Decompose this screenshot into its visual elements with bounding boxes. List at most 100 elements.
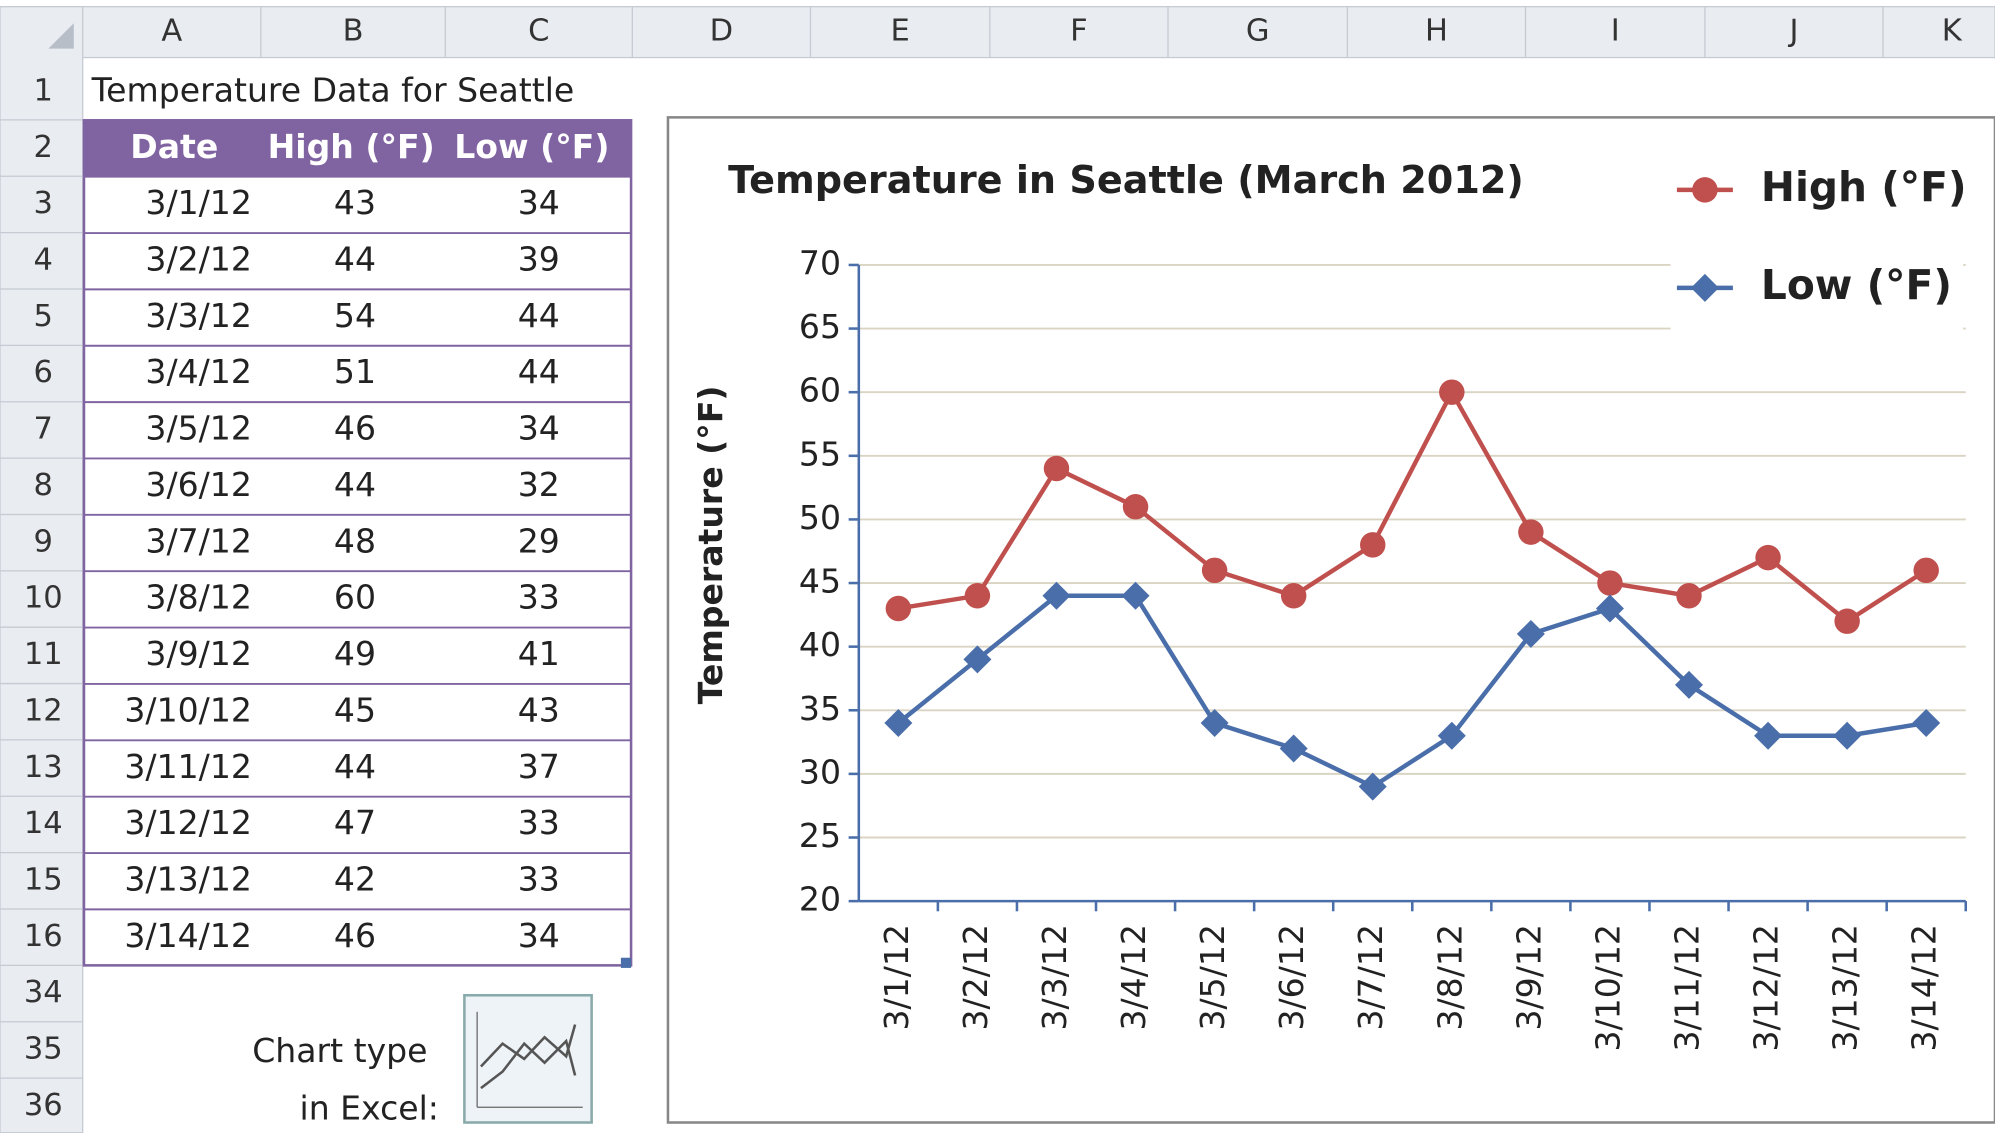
table-header: High (°F) — [268, 127, 435, 166]
y-tick-label: 65 — [799, 307, 841, 346]
chart-type-icon[interactable] — [463, 994, 593, 1124]
row-header: 3 — [34, 186, 53, 221]
value-cell: 47 — [334, 803, 376, 842]
data-point — [884, 709, 913, 737]
column-header: G — [1246, 14, 1270, 49]
value-cell: 43 — [334, 183, 376, 222]
icon-frame[interactable] — [463, 994, 593, 1124]
value-cell: 44 — [518, 296, 560, 335]
value-cell: 33 — [518, 578, 560, 617]
data-point — [1595, 594, 1624, 623]
row-header: 16 — [24, 919, 63, 954]
date-cell: 3/10/12 — [124, 690, 252, 729]
value-cell: 60 — [334, 578, 376, 617]
y-tick-label: 25 — [799, 816, 841, 855]
value-cell: 34 — [518, 916, 560, 955]
x-tick-label: 3/5/12 — [1193, 924, 1232, 1030]
legend-marker — [1690, 273, 1719, 302]
value-cell: 48 — [334, 521, 376, 560]
y-tick-label: 30 — [799, 752, 841, 791]
row-header: 12 — [24, 693, 63, 728]
date-cell: 3/11/12 — [124, 747, 252, 786]
row-header: 1 — [34, 73, 53, 108]
data-point — [1042, 581, 1071, 610]
data-point — [1121, 581, 1150, 610]
column-header: I — [1611, 14, 1620, 49]
row-header: 34 — [24, 975, 63, 1010]
column-header: E — [891, 14, 910, 49]
data-point — [885, 595, 912, 622]
column-header: B — [343, 14, 364, 49]
sheet-title: Temperature Data for Seattle — [91, 70, 575, 109]
date-cell: 3/9/12 — [145, 634, 251, 673]
row-header: 35 — [24, 1032, 63, 1067]
chart-title: Temperature in Seattle (March 2012) — [728, 158, 1524, 202]
row-header: 13 — [24, 750, 63, 785]
value-cell: 42 — [334, 860, 376, 899]
date-cell: 3/13/12 — [124, 860, 252, 899]
row-header: 8 — [34, 468, 53, 503]
row-header: 15 — [24, 863, 63, 898]
note-line: in Excel: — [300, 1088, 439, 1127]
data-point — [1360, 532, 1386, 558]
value-cell: 45 — [334, 690, 376, 729]
value-cell: 39 — [518, 240, 560, 279]
y-tick-label: 55 — [799, 434, 841, 473]
value-cell: 54 — [334, 296, 376, 335]
y-axis-title: Temperature (°F) — [691, 385, 730, 704]
column-header: J — [1787, 14, 1798, 49]
legend-label: Low (°F) — [1761, 261, 1952, 309]
value-cell: 44 — [334, 747, 376, 786]
row-header: 7 — [34, 412, 53, 447]
value-cell: 44 — [334, 240, 376, 279]
data-point — [1437, 721, 1466, 750]
column-header: F — [1070, 14, 1088, 49]
row-header: 10 — [24, 581, 63, 616]
date-cell: 3/3/12 — [145, 296, 251, 335]
date-cell: 3/7/12 — [145, 521, 251, 560]
value-cell: 41 — [518, 634, 560, 673]
value-cell: 32 — [518, 465, 560, 504]
column-header: D — [710, 14, 733, 49]
x-tick-label: 3/1/12 — [877, 924, 916, 1030]
row-header-bar — [0, 6, 84, 1133]
row-header: 5 — [34, 299, 53, 334]
icon-line — [480, 1038, 577, 1090]
value-cell: 49 — [334, 634, 376, 673]
x-tick-label: 3/8/12 — [1430, 924, 1469, 1030]
data-point — [1358, 772, 1387, 801]
data-point — [1439, 379, 1465, 405]
date-cell: 3/8/12 — [145, 578, 251, 617]
data-point — [1279, 734, 1308, 763]
x-tick-label: 3/4/12 — [1114, 924, 1153, 1030]
value-cell: 51 — [334, 352, 376, 391]
column-header: K — [1942, 14, 1963, 49]
y-tick-label: 70 — [799, 243, 841, 282]
data-point — [964, 583, 991, 609]
row-header: 4 — [34, 243, 53, 278]
legend-marker — [1692, 177, 1718, 203]
x-tick-label: 3/12/12 — [1747, 924, 1786, 1052]
row-header: 9 — [34, 524, 53, 559]
select-all[interactable] — [48, 23, 74, 49]
data-point — [1833, 721, 1862, 750]
y-tick-label: 50 — [799, 498, 841, 537]
y-tick-label: 20 — [799, 880, 841, 919]
y-tick-label: 35 — [799, 689, 841, 728]
value-cell: 43 — [518, 690, 560, 729]
y-tick-label: 45 — [799, 562, 841, 601]
value-cell: 34 — [518, 183, 560, 222]
x-tick-label: 3/6/12 — [1272, 924, 1311, 1030]
row-header: 14 — [24, 806, 63, 841]
data-point — [1200, 709, 1229, 737]
x-tick-label: 3/14/12 — [1905, 924, 1944, 1052]
date-cell: 3/6/12 — [145, 465, 251, 504]
data-point — [1675, 670, 1704, 699]
table-header: Low (°F) — [454, 127, 609, 166]
date-cell: 3/4/12 — [145, 352, 251, 391]
legend-label: High (°F) — [1761, 163, 1967, 211]
data-point — [1676, 583, 1702, 609]
row-header: 2 — [34, 130, 53, 165]
column-header: C — [528, 14, 549, 49]
